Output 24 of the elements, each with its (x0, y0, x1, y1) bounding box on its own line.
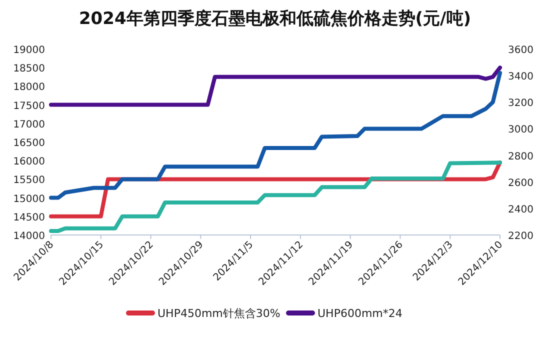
y-tick-label: 14000 (13, 231, 45, 242)
y-tick-label: 16000 (13, 156, 45, 168)
y-tick-label: 19000 (13, 45, 45, 56)
y-tick-label: 17000 (13, 119, 45, 130)
y2-tick-label: 3400 (508, 72, 534, 83)
y2-tick-label: 3600 (508, 45, 534, 56)
y2-tick-label: 2200 (508, 231, 534, 242)
y-tick-label: 15500 (13, 175, 45, 186)
y2-tick-label: 3000 (508, 124, 534, 136)
legend-label: UHP450mm针焦含30% (158, 307, 280, 320)
y2-tick-label: 2400 (508, 204, 534, 216)
y-tick-label: 16500 (13, 138, 45, 149)
y2-tick-label: 3200 (508, 98, 534, 110)
y-tick-label: 18000 (13, 82, 45, 94)
chart-title: 2024年第四季度石墨电极和低硫焦价格走势(元/吨) (78, 9, 472, 29)
line-series (49, 70, 502, 200)
legend-label: UHP600mm*24 (318, 307, 402, 320)
y2-tick-label: 2600 (508, 178, 534, 189)
y-tick-label: 18500 (13, 64, 45, 75)
line-series (49, 66, 502, 107)
y-tick-label: 15000 (13, 194, 45, 205)
y2-tick-label: 2800 (508, 151, 534, 162)
y-tick-label: 14500 (13, 212, 45, 224)
y-tick-label: 17500 (13, 100, 45, 112)
